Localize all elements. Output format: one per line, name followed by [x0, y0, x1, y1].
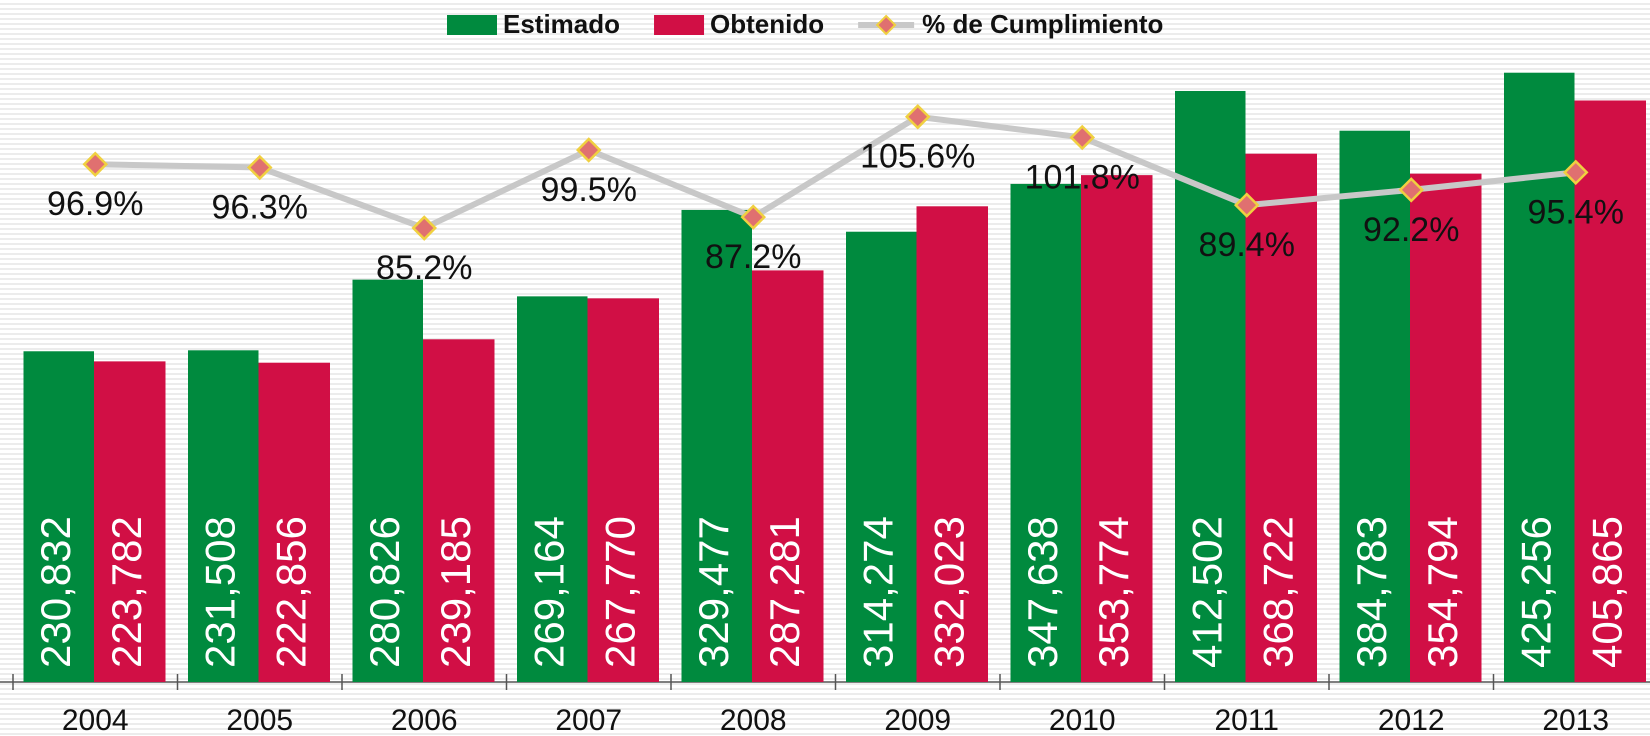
x-tick-label: 2004 — [62, 704, 129, 736]
marker — [575, 137, 602, 163]
marker — [740, 204, 767, 230]
bar-value-label: 267,770 — [596, 516, 643, 668]
line-value-label: 105.6% — [860, 138, 975, 176]
bar-value-label: 405,865 — [1583, 516, 1630, 668]
x-tick-label: 2010 — [1049, 704, 1116, 736]
bar — [23, 351, 94, 682]
bar — [1010, 183, 1081, 682]
line-value-label: 96.9% — [47, 185, 143, 223]
bar-value-label: 239,185 — [432, 516, 479, 668]
marker — [1233, 192, 1260, 218]
marker — [904, 103, 931, 130]
x-tick-label: 2009 — [884, 704, 951, 736]
bar-value-label: 368,722 — [1254, 516, 1301, 668]
bar-value-label: 329,477 — [690, 516, 737, 668]
bar — [1339, 130, 1410, 683]
legend-label: Obtenido — [710, 9, 824, 39]
x-tick-label: 2008 — [720, 704, 787, 736]
bar — [258, 362, 330, 682]
bar — [188, 350, 259, 682]
line-value-label: 92.2% — [1363, 211, 1459, 249]
bar — [517, 296, 588, 682]
bar — [352, 279, 423, 682]
bar — [681, 209, 752, 683]
line-value-label: 95.4% — [1528, 193, 1624, 231]
bar-value-label: 223,782 — [103, 516, 150, 668]
x-tick-label: 2007 — [555, 704, 622, 736]
x-tick-label: 2011 — [1214, 704, 1279, 736]
bar — [752, 270, 824, 682]
bar-value-label: 332,023 — [925, 516, 972, 668]
marker — [1069, 124, 1096, 151]
bar-value-label: 231,508 — [196, 516, 243, 668]
line-value-label: 89.4% — [1199, 226, 1295, 264]
line-value-label: 101.8% — [1025, 158, 1140, 196]
marker — [1398, 177, 1425, 203]
bar-value-label: 354,794 — [1419, 516, 1466, 668]
bar — [916, 206, 988, 682]
bar — [1081, 175, 1153, 682]
legend-label: Estimado — [503, 9, 620, 39]
bar — [1410, 173, 1482, 682]
bar-value-label: 412,502 — [1183, 516, 1230, 668]
legend-label: % de Cumplimiento — [922, 9, 1163, 39]
marker — [82, 151, 109, 177]
bar — [423, 339, 495, 682]
bar-value-label: 347,638 — [1019, 516, 1066, 668]
marker — [1562, 159, 1589, 186]
line-value-label: 85.2% — [376, 249, 472, 287]
line-value-label: 99.5% — [541, 171, 637, 209]
x-tick-label: 2013 — [1542, 704, 1609, 736]
bar — [1245, 153, 1317, 683]
bar-value-label: 280,826 — [361, 516, 408, 668]
bar-value-label: 425,256 — [1512, 516, 1559, 668]
bar-value-label: 384,783 — [1348, 516, 1395, 668]
line — [95, 113, 1577, 232]
bar-value-label: 314,274 — [854, 516, 901, 668]
x-tick-label: 2012 — [1378, 704, 1445, 736]
legend-marker — [875, 14, 897, 36]
marker — [246, 154, 273, 181]
legend-swatch — [447, 15, 497, 35]
bar — [587, 298, 659, 682]
bar-value-label: 222,856 — [267, 516, 314, 668]
bar-value-label: 353,774 — [1090, 516, 1137, 668]
x-tick-label: 2006 — [391, 704, 458, 736]
bar — [94, 361, 166, 682]
bar-value-label: 230,832 — [32, 516, 79, 668]
bar-value-label: 269,164 — [525, 516, 572, 668]
bar — [846, 231, 917, 682]
x-tick-label: 2005 — [226, 704, 293, 736]
legend: Estimado Obtenido % de Cumplimiento — [447, 9, 1163, 39]
legend-swatch — [654, 15, 705, 35]
bar — [1574, 100, 1646, 682]
bar-value-label: 287,281 — [761, 516, 808, 668]
marker — [411, 215, 438, 241]
line-value-label: 96.3% — [212, 188, 308, 226]
line-value-label: 87.2% — [705, 238, 801, 276]
